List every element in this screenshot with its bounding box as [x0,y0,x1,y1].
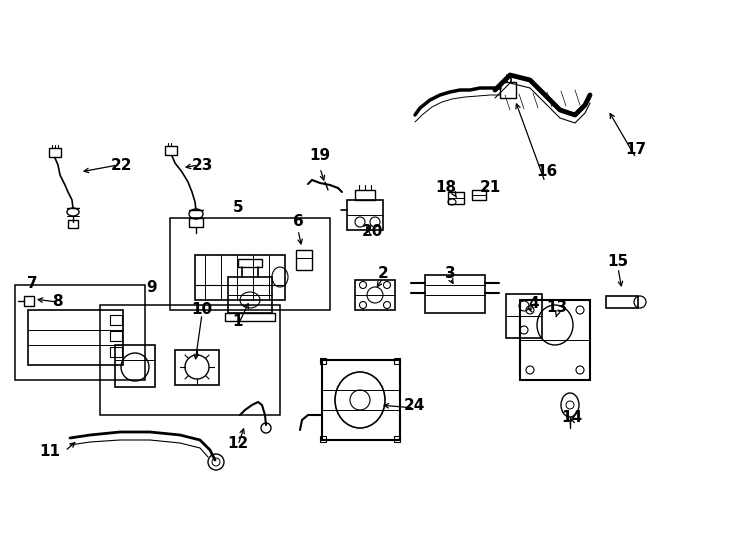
Bar [506,294,542,338]
Text: 14: 14 [562,410,583,426]
Bar [24,296,34,306]
Bar [606,296,638,308]
Bar [320,358,326,364]
Text: 21: 21 [479,180,501,195]
Bar [175,350,219,385]
Bar [110,331,122,341]
Bar [355,280,395,310]
Text: 3: 3 [445,266,455,280]
Bar [195,255,285,300]
Bar [322,360,400,440]
Bar [500,82,516,98]
Text: 16: 16 [537,165,558,179]
Text: 5: 5 [233,199,243,214]
Bar [15,285,145,380]
Text: 23: 23 [192,158,213,172]
Bar [238,259,262,267]
Bar [394,358,400,364]
Bar [347,200,383,230]
Text: 2: 2 [377,266,388,280]
Bar [49,148,61,157]
Bar [448,192,464,204]
Bar [170,218,330,310]
Bar [228,277,272,313]
Bar [100,305,280,415]
Bar [110,315,122,325]
Bar [394,436,400,442]
Bar [225,313,275,321]
Bar [115,345,155,387]
Text: 13: 13 [546,300,567,315]
Bar [472,190,486,200]
Text: 17: 17 [625,143,647,158]
Text: 1: 1 [233,314,243,328]
Text: 7: 7 [26,276,37,292]
Bar [355,190,375,200]
Text: 18: 18 [435,179,457,194]
Bar [189,218,203,227]
Bar [68,220,78,228]
Bar [320,436,326,442]
Text: 4: 4 [528,296,539,312]
Text: 20: 20 [361,225,382,240]
Bar [520,300,590,380]
Text: 8: 8 [51,294,62,309]
Text: 15: 15 [608,254,628,269]
Text: 6: 6 [293,214,303,230]
Bar [296,250,312,270]
Text: 22: 22 [112,158,133,172]
Text: 11: 11 [40,443,60,458]
Text: 10: 10 [192,301,213,316]
Bar [110,347,122,357]
Bar [28,310,123,365]
Text: 12: 12 [228,435,249,450]
Bar [165,146,177,155]
Text: 24: 24 [403,399,425,414]
Text: 9: 9 [147,280,157,295]
Bar [425,275,485,313]
Text: 19: 19 [310,147,330,163]
